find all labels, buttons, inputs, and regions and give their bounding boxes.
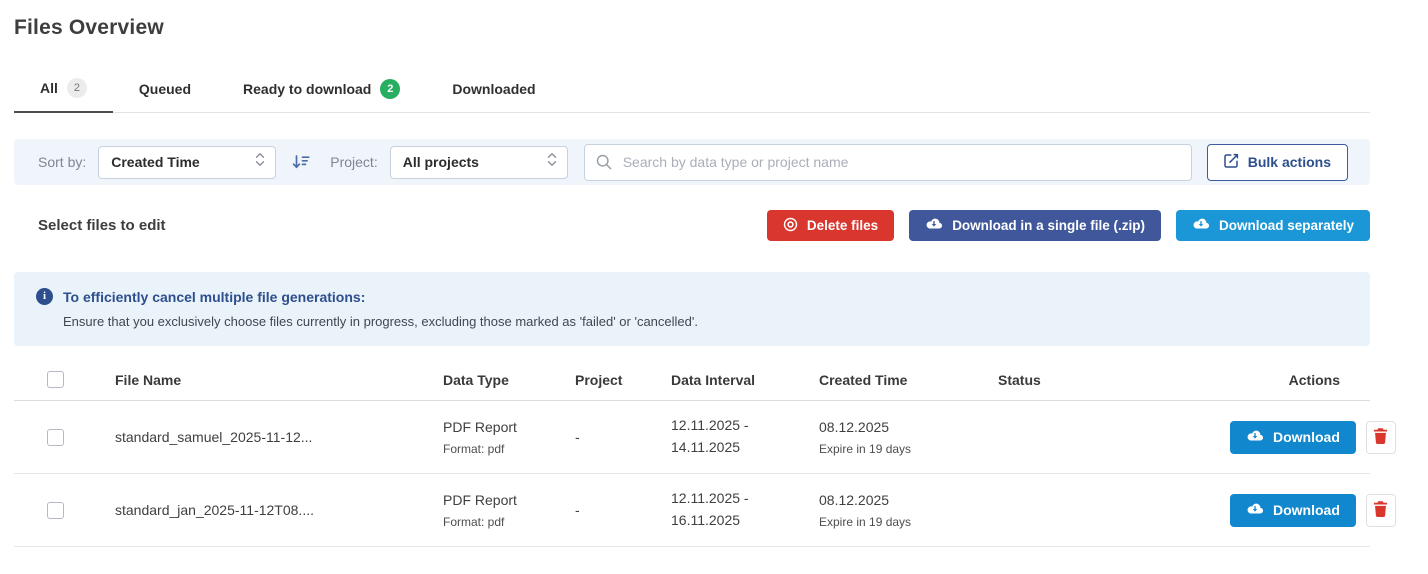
interval-end: 16.11.2025 [671,512,741,528]
tab-all[interactable]: All 2 [14,69,113,113]
row-delete-button[interactable] [1365,420,1396,454]
project-value: All projects [402,154,479,170]
project-value: - [575,502,580,518]
cloud-download-icon [925,217,943,234]
files-table: File Name Data Type Project Data Interva… [14,359,1396,547]
info-banner-body: Ensure that you exclusively choose files… [63,314,698,329]
project-value: - [575,429,580,445]
file-name: standard_samuel_2025-11-12... [115,429,313,445]
expiry-note: Expire in 19 days [819,514,912,529]
search-input[interactable] [583,143,1192,181]
edit-icon [1224,153,1239,171]
col-file-name: File Name [115,371,182,388]
download-separately-button[interactable]: Download separately [1175,210,1370,241]
col-status: Status [998,371,1041,388]
interval-start: 12.11.2025 - [671,417,749,434]
project-select[interactable]: All projects [389,145,568,179]
search-box [583,143,1192,181]
project-label: Project: [330,154,378,170]
interval-end: 14.11.2025 [671,439,741,455]
cloud-download-icon [1246,429,1264,446]
tab-downloaded[interactable]: Downloaded [426,69,561,112]
bulk-actions-button[interactable]: Bulk actions [1206,143,1348,181]
sort-direction-button[interactable] [292,154,310,170]
cloud-download-icon [1192,217,1210,234]
download-zip-button[interactable]: Download in a single file (.zip) [909,210,1161,241]
col-data-interval: Data Interval [671,371,756,388]
data-type: PDF Report [443,418,517,435]
row-checkbox[interactable] [47,501,64,519]
files-overview-page: Files Overview All 2 Queued Ready to dow… [14,16,1396,547]
created-date: 08.12.2025 [819,491,890,508]
col-actions: Actions [1288,371,1340,388]
delete-files-button[interactable]: Delete files [766,210,895,241]
interval-start: 12.11.2025 - [671,490,749,507]
info-banner-title: To efficiently cancel multiple file gene… [63,288,366,305]
created-date: 08.12.2025 [819,418,890,435]
chevron-updown-icon [255,152,265,172]
sort-by-value: Created Time [111,154,200,170]
table-row: standard_jan_2025-11-12T08.... PDF Repor… [14,474,1396,547]
search-icon [596,154,612,169]
info-banner: i To efficiently cancel multiple file ge… [14,272,1370,346]
table-header-row: File Name Data Type Project Data Interva… [14,359,1370,401]
select-all-checkbox[interactable] [47,371,64,388]
tab-queued[interactable]: Queued [113,69,217,112]
file-format: Format: pdf [443,441,505,456]
chevron-updown-icon [547,152,557,172]
filter-bar: Sort by: Created Time Project: All proje… [14,139,1370,185]
row-checkbox[interactable] [47,428,64,446]
col-created-time: Created Time [819,371,908,388]
tab-bar: All 2 Queued Ready to download 2 Downloa… [14,69,1370,113]
row-delete-button[interactable] [1365,493,1396,527]
circle-dot-icon [783,217,798,235]
file-name: standard_jan_2025-11-12T08.... [115,502,314,518]
tab-all-label: All [40,80,58,96]
row-download-label: Download [1273,429,1340,445]
tab-ready-to-download[interactable]: Ready to download 2 [217,69,426,112]
tab-all-count-badge: 2 [66,78,87,98]
bulk-action-buttons: Delete files Download in a single file (… [766,210,1370,241]
trash-icon [1373,427,1388,447]
sort-by-select[interactable]: Created Time [98,145,277,179]
selection-toolbar: Select files to edit Delete files [14,210,1370,241]
tab-ready-label: Ready to download [243,80,372,97]
row-download-button[interactable]: Download [1230,493,1356,527]
expiry-note: Expire in 19 days [819,441,912,456]
download-zip-label: Download in a single file (.zip) [952,218,1145,233]
tab-downloaded-label: Downloaded [452,80,536,97]
sort-by-label: Sort by: [38,154,87,170]
table-row: standard_samuel_2025-11-12... PDF Report… [14,401,1396,474]
col-data-type: Data Type [443,371,509,388]
data-type: PDF Report [443,491,517,508]
trash-icon [1373,500,1388,520]
row-download-label: Download [1273,502,1340,518]
file-format: Format: pdf [443,514,505,529]
delete-files-label: Delete files [806,218,879,233]
row-download-button[interactable]: Download [1230,420,1356,454]
page-title: Files Overview [14,16,164,39]
info-icon: i [36,288,53,305]
cloud-download-icon [1246,502,1264,519]
bulk-actions-label: Bulk actions [1247,154,1331,170]
col-project: Project [575,371,623,388]
selection-heading: Select files to edit [38,217,166,234]
tab-queued-label: Queued [138,80,192,97]
tab-ready-count-badge: 2 [380,78,401,99]
download-separately-label: Download separately [1218,218,1354,233]
